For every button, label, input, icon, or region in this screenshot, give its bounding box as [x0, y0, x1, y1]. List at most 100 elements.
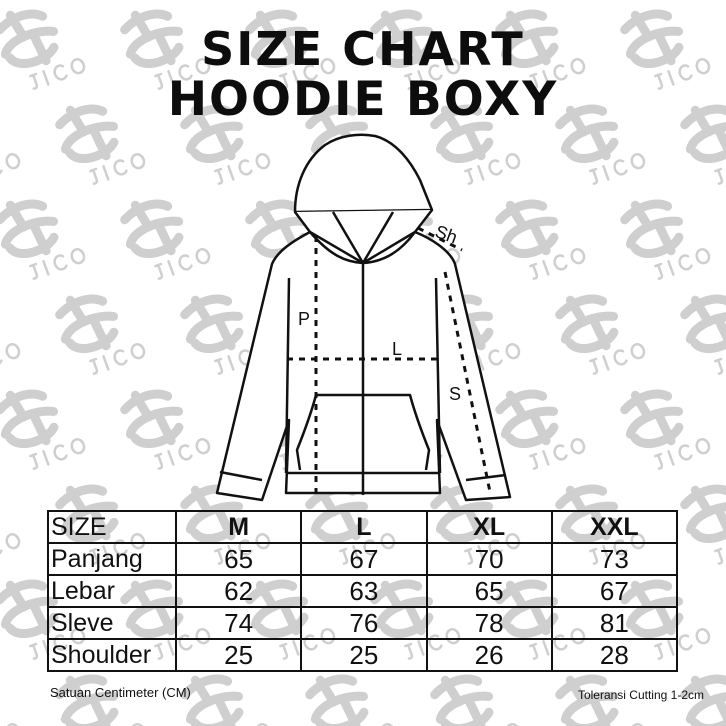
watermark-logo — [55, 294, 146, 375]
watermark-logo — [620, 199, 711, 280]
watermark-lettering — [529, 58, 586, 90]
size-table: SIZE M L XL XXL Panjang 65 67 70 73 Leba… — [47, 510, 679, 672]
row-label: Shoulder — [47, 638, 177, 672]
cell: 25 — [174, 638, 303, 672]
header-l: L — [300, 510, 428, 544]
watermark-lettering — [404, 58, 461, 90]
cell: 81 — [550, 606, 679, 640]
table-header-row: SIZE M L XL XXL — [47, 510, 679, 544]
header-xxl: XXL — [550, 510, 679, 544]
cell: 73 — [550, 542, 679, 576]
watermark-lettering — [654, 248, 711, 280]
unit-note: Satuan Centimeter (CM) — [50, 685, 191, 700]
watermark-lettering — [279, 58, 336, 90]
watermark-logo — [180, 294, 271, 375]
watermark-logo — [120, 9, 211, 90]
watermark-logo — [495, 199, 586, 280]
row-label: Sleve — [47, 606, 177, 640]
cell: 76 — [300, 606, 428, 640]
watermark-lettering — [89, 343, 146, 375]
cell: 67 — [550, 574, 679, 608]
cell: 25 — [300, 638, 428, 672]
watermark-lettering — [589, 343, 646, 375]
watermark-logo — [555, 294, 646, 375]
watermark-logo — [430, 674, 521, 726]
watermark-logo — [0, 579, 86, 660]
hoodie-outline — [215, 133, 512, 502]
watermark-logo — [495, 9, 586, 90]
watermark-logo — [0, 389, 86, 470]
shoulder-measure-line — [417, 226, 463, 252]
watermark-lettering — [464, 153, 521, 185]
watermark-logo — [555, 104, 646, 185]
watermark-lettering — [714, 153, 726, 185]
cell: 26 — [425, 638, 553, 672]
cell: 63 — [300, 574, 428, 608]
watermark-lettering — [214, 153, 271, 185]
cell: 74 — [174, 606, 303, 640]
table-row: Shoulder 25 25 26 28 — [47, 638, 679, 672]
watermark-logo — [680, 104, 726, 185]
watermark-lettering — [214, 343, 271, 375]
row-label: Lebar — [47, 574, 177, 608]
watermark-lettering — [529, 248, 586, 280]
watermark-logo — [0, 9, 86, 90]
watermark-lettering — [154, 248, 211, 280]
row-label: Panjang — [47, 542, 177, 576]
watermark-lettering — [29, 628, 86, 660]
cell: 67 — [300, 542, 428, 576]
watermark-logo — [495, 389, 586, 470]
sleeve-measure-line — [443, 271, 492, 493]
watermark-lettering — [29, 438, 86, 470]
cell: 65 — [174, 542, 303, 576]
watermark-logo — [245, 9, 336, 90]
watermark-lettering — [654, 58, 711, 90]
watermark-logo — [620, 389, 711, 470]
cell: 65 — [425, 574, 553, 608]
cell: 78 — [425, 606, 553, 640]
label-l: L — [392, 339, 402, 359]
watermark-logo — [305, 674, 396, 726]
watermark-logo — [55, 104, 146, 185]
label-p: P — [298, 309, 310, 329]
watermark-lettering — [89, 153, 146, 185]
watermark-logo — [620, 9, 711, 90]
watermark-lettering — [714, 533, 726, 565]
watermark-lettering — [529, 438, 586, 470]
cell: 62 — [174, 574, 303, 608]
header-size: SIZE — [47, 510, 177, 544]
watermark-logo — [0, 199, 86, 280]
watermark-lettering — [154, 438, 211, 470]
table-row: Lebar 62 63 65 67 — [47, 574, 679, 608]
table-row: Panjang 65 67 70 73 — [47, 542, 679, 576]
cell: 70 — [425, 542, 553, 576]
watermark-logo — [430, 104, 521, 185]
measurement-lines — [287, 226, 492, 495]
watermark-lettering — [714, 343, 726, 375]
watermark-logo — [180, 104, 271, 185]
table-row: Sleve 74 76 78 81 — [47, 606, 679, 640]
label-s: S — [449, 384, 461, 404]
watermark-logo — [120, 389, 211, 470]
tolerance-note: Toleransi Cutting 1-2cm — [577, 688, 704, 702]
header-xl: XL — [425, 510, 553, 544]
watermark-lettering — [654, 438, 711, 470]
watermark-logo — [55, 674, 146, 726]
watermark-lettering — [29, 248, 86, 280]
watermark-logo — [370, 9, 461, 90]
watermark-lettering — [154, 58, 211, 90]
watermark-logo — [120, 199, 211, 280]
title-size-chart: SIZE CHART — [201, 22, 525, 76]
watermark-lettering — [589, 153, 646, 185]
watermark-logo — [180, 674, 271, 726]
cell: 28 — [550, 638, 679, 672]
watermark-logo — [680, 674, 726, 726]
watermark-logo — [555, 674, 646, 726]
title-hoodie-boxy: HOODIE BOXY — [167, 72, 559, 127]
watermark-logo — [680, 484, 726, 565]
header-m: M — [174, 510, 303, 544]
watermark-lettering — [29, 58, 86, 90]
watermark-logo — [680, 294, 726, 375]
